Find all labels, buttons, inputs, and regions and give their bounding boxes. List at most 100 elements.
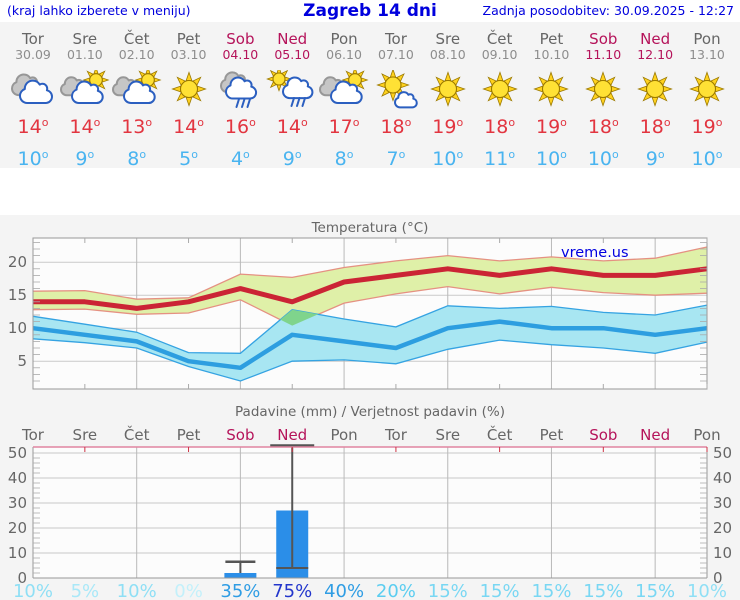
temp-plot-border xyxy=(32,237,708,390)
precip-ytick-label-left: 30 xyxy=(8,494,27,512)
day-name: Sre xyxy=(72,30,98,48)
precip-day-label: Tor xyxy=(384,426,408,444)
rain-drop xyxy=(246,98,252,108)
rain-drop xyxy=(301,97,307,107)
precip-ytick-label-right: 0 xyxy=(713,569,723,587)
day-name: Tor xyxy=(22,30,44,48)
forecast-day-column: Sob 11.10 18o 10o xyxy=(577,22,629,171)
max-temperature: 18o xyxy=(587,116,619,138)
precip-ytick-label-right: 40 xyxy=(713,469,732,487)
day-name: Pet xyxy=(539,30,564,48)
day-date: 30.09 xyxy=(15,47,51,62)
temp-chart-title: Temperatura (°C) xyxy=(311,220,429,236)
min-temperature: 11o xyxy=(484,148,516,170)
day-date: 08.10 xyxy=(429,47,466,62)
probability-label: 5% xyxy=(71,581,100,600)
precip-ytick-label-left: 40 xyxy=(8,469,27,487)
min-temperature: 7o xyxy=(386,148,406,170)
max-temperature: 14o xyxy=(173,116,204,138)
weather-icon-sunny xyxy=(533,71,570,107)
forecast-day-column: Tor 30.09 14o 10o xyxy=(7,22,59,170)
day-name: Tor xyxy=(384,30,407,48)
rain-drop xyxy=(290,97,296,107)
weather-icon-sun-cloud xyxy=(59,70,110,105)
precip-day-label: Ned xyxy=(640,426,670,444)
min-temperature: 9o xyxy=(75,148,95,170)
rain-drop xyxy=(296,97,301,107)
cloud-shape xyxy=(225,76,258,100)
day-name: Sob xyxy=(226,30,255,48)
cloud-shape xyxy=(393,91,418,109)
precip-ytick-label-right: 10 xyxy=(713,544,732,562)
forecast-day-column: Čet 09.10 18o 11o xyxy=(474,22,526,171)
cloud-shape xyxy=(18,79,54,105)
weather-icon-cloudy xyxy=(10,73,54,105)
min-temperature: 10o xyxy=(691,148,723,170)
precip-ytick-label-left: 20 xyxy=(8,519,27,537)
sun-disc xyxy=(542,79,561,99)
min-temperature: 10o xyxy=(535,148,567,170)
spacer xyxy=(0,168,740,215)
max-temperature: 19o xyxy=(535,116,567,138)
precip-day-label: Čet xyxy=(487,425,513,444)
probability-label: 35% xyxy=(220,581,260,600)
day-name: Čet xyxy=(486,30,513,48)
forecast-day-column: Sob 04.10 16o 4o xyxy=(214,22,266,170)
day-date: 13.10 xyxy=(689,47,725,62)
max-temperature-range-band xyxy=(33,247,707,326)
day-name: Ned xyxy=(640,30,671,48)
forecast-day-column: Tor 07.10 18o 7o xyxy=(370,22,422,170)
day-name: Ned xyxy=(277,30,308,48)
cloud-shape xyxy=(122,80,156,105)
max-temperature: 16o xyxy=(224,116,256,138)
precip-day-label: Sre xyxy=(73,426,98,444)
weather-icon-sun-rain xyxy=(266,70,314,107)
weather-icon-sunny xyxy=(170,71,207,107)
precip-plot-area xyxy=(33,447,707,578)
precip-day-label: Sob xyxy=(589,426,617,444)
max-temperature: 18o xyxy=(380,116,412,138)
probability-label: 15% xyxy=(583,581,623,600)
weather-icon-rain xyxy=(220,71,258,108)
min-temperature: 8o xyxy=(127,148,147,170)
last-update-text: Zadnja posodobitev: 30.09.2025 - 12:27 xyxy=(482,3,734,18)
min-temperature: 9o xyxy=(645,148,665,170)
watermark: vreme.us xyxy=(561,245,629,261)
forecast-day-column: Sre 01.10 14o 9o xyxy=(59,22,111,170)
min-temperature-range-upper-edge xyxy=(32,304,708,354)
day-date: 01.10 xyxy=(66,47,103,62)
precip-ytick-label-right: 20 xyxy=(713,519,732,537)
min-temperature: 9o xyxy=(282,148,302,170)
probability-label: 75% xyxy=(272,581,312,600)
max-temperature: 18o xyxy=(639,116,671,138)
min-temperature-line xyxy=(32,319,708,371)
weather-icon-sunny-small-cloud xyxy=(376,70,418,109)
forecast-day-column: Pon 13.10 19o 10o xyxy=(681,22,733,171)
day-date: 11.10 xyxy=(585,47,622,62)
weather-icon-sunny xyxy=(481,71,518,107)
day-date: 07.10 xyxy=(378,47,414,62)
min-temperature: 4o xyxy=(230,148,250,170)
sun-disc xyxy=(697,79,717,99)
probability-label: 10% xyxy=(13,581,53,600)
temp-ytick-label: 15 xyxy=(8,286,27,304)
day-date: 09.10 xyxy=(481,47,518,62)
precip-day-label: Tor xyxy=(21,426,45,444)
weather-icon-sun-cloud xyxy=(111,70,162,105)
forecast-day-column: Pon 06.10 17o 8o xyxy=(318,22,370,170)
precip-chart-title: Padavine (mm) / Verjetnost padavin (%) xyxy=(235,404,505,420)
min-temperature: 10o xyxy=(17,148,49,170)
precip-day-label: Sre xyxy=(435,426,460,444)
forecast-day-column: Ned 12.10 18o 9o xyxy=(629,22,681,171)
band-overlap-region xyxy=(280,309,319,326)
cloud-shape xyxy=(330,80,363,105)
min-temperature: 10o xyxy=(587,148,619,170)
sun-disc xyxy=(646,79,665,99)
day-date: 12.10 xyxy=(637,47,674,62)
weather-icon-sunny xyxy=(689,71,725,107)
cloud-shape xyxy=(70,80,104,105)
temp-ytick-label: 20 xyxy=(8,253,27,271)
precip-ytick-label-left: 0 xyxy=(17,569,27,587)
weather-icon-sun-cloud xyxy=(319,70,369,105)
